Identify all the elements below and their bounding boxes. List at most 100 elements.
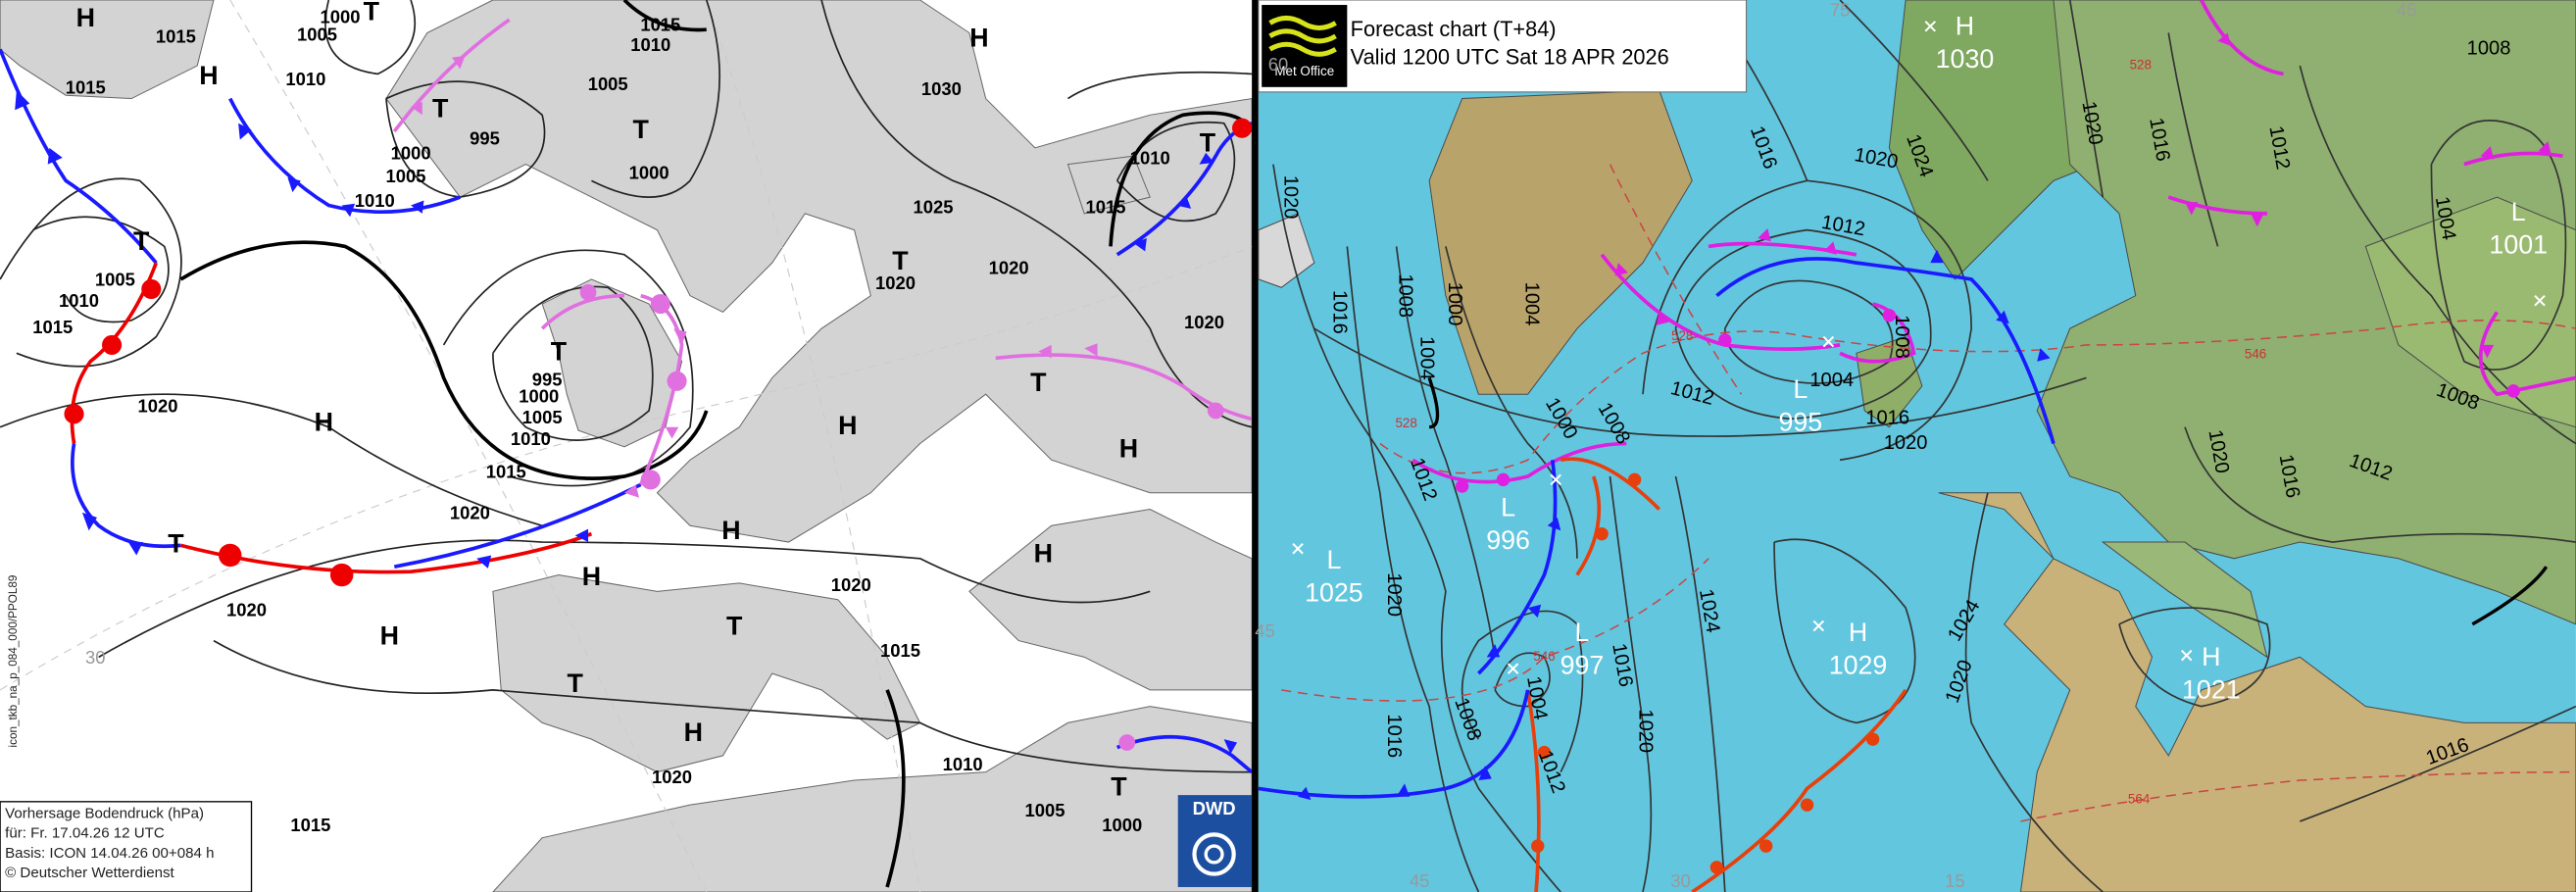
caption-line: © Deutscher Wetterdienst [5, 865, 174, 881]
isobar-label: 1010 [511, 428, 551, 449]
pressure-system: H [582, 562, 601, 591]
isobar-label: 1015 [640, 15, 680, 35]
chart-title: Forecast chart (T+84) [1351, 17, 1557, 41]
pressure-system: H [721, 516, 740, 545]
system-type: L [1575, 618, 1590, 647]
thickness-label: 546 [2245, 347, 2266, 362]
isobar-label: 1016 [1865, 408, 1909, 429]
latitude-label: 30 [1670, 870, 1691, 891]
pressure-system: H [1034, 539, 1053, 569]
isobar-label: 1015 [32, 317, 73, 337]
pressure-system: H [684, 718, 703, 747]
pressure-system: T [168, 528, 184, 558]
system-pressure: 995 [1779, 407, 1823, 436]
pressure-system: T [633, 115, 650, 144]
isobar-label: 1000 [1102, 815, 1142, 835]
isobar-label: 1005 [1024, 800, 1065, 820]
isobar-label: 995 [532, 370, 563, 390]
isobar-label: 1025 [914, 197, 954, 218]
thickness-label: 564 [2128, 792, 2151, 807]
isobar-label: 1020 [450, 502, 490, 522]
system-pressure: 1029 [1829, 650, 1888, 679]
isobar-label: 1008 [1891, 315, 1912, 359]
isobar-label: 1020 [1279, 175, 1301, 220]
system-type: L [1501, 493, 1515, 522]
isobar-label: 1020 [652, 767, 692, 787]
isobar-label: 1008 [1395, 273, 1416, 318]
isobar-label: 1020 [1383, 572, 1405, 617]
system-pressure: 996 [1486, 525, 1530, 555]
isobar-label: 1020 [226, 599, 267, 619]
isobar-label: 1004 [1521, 282, 1543, 326]
isobar-label: 1015 [66, 76, 106, 97]
pressure-system: H [1119, 433, 1138, 463]
system-pressure: 1021 [2182, 675, 2241, 705]
isobar-label: 1000 [629, 163, 669, 183]
isobar-label: 1008 [2467, 38, 2511, 60]
isobar-label: 1010 [285, 69, 325, 89]
pressure-system: T [567, 669, 583, 698]
isobar-label: 1015 [290, 815, 330, 835]
latitude-label: 45 [1255, 620, 1275, 641]
isobar-label: 1020 [831, 574, 871, 595]
pressure-system: T [551, 336, 568, 366]
pressure-system: T [432, 93, 449, 123]
isobar-label: 1020 [138, 395, 178, 416]
thickness-label: 546 [1533, 649, 1555, 664]
latitude-label: 15 [1945, 870, 1965, 891]
isobar-label: 1015 [1085, 197, 1125, 218]
latitude-label: 45 [2397, 0, 2417, 21]
pressure-system: T [892, 246, 909, 275]
isobar-label: 1010 [1130, 147, 1170, 168]
isobar-label: 1005 [386, 166, 426, 186]
caption-line: Basis: ICON 14.04.26 00+084 h [5, 845, 214, 862]
pressure-system: H [199, 61, 218, 90]
met-office-map [1252, 0, 2576, 892]
isobar-label: 1005 [297, 25, 337, 45]
isobar-label: 1005 [522, 407, 563, 427]
caption-line: Vorhersage Bodendruck (hPa) [5, 806, 204, 822]
isobar-label: 1020 [1184, 312, 1224, 332]
chart-valid-time: Valid 1200 UTC Sat 18 APR 2026 [1351, 44, 1669, 69]
isobar-label: 1005 [95, 269, 135, 289]
system-type: H [1849, 618, 1867, 647]
pressure-system: H [969, 23, 988, 52]
system-type: H [2202, 642, 2220, 671]
model-id: icon_tkb_na_p_084_000/PPOL89 [7, 575, 20, 748]
isobar-label: 1020 [1634, 709, 1656, 753]
latitude-label: 60 [1268, 54, 1289, 74]
isobar-label: 1020 [1884, 432, 1928, 454]
isobar-label: 1030 [921, 78, 962, 99]
pressure-system: T [1200, 128, 1216, 158]
isobar-label: 1015 [880, 640, 920, 661]
isobar-label: 1000 [1444, 282, 1465, 326]
thickness-label: 528 [1671, 328, 1693, 343]
isobar-label: 1020 [989, 258, 1029, 278]
isobar-label: 1005 [588, 74, 628, 94]
caption-line: für: Fr. 17.04.26 12 UTC [5, 825, 165, 842]
isobar-label: 1010 [943, 754, 983, 774]
isobar-label: 1010 [630, 34, 670, 55]
isobar-label: 1004 [1809, 370, 1854, 391]
isobar-label: 1010 [355, 190, 395, 211]
pressure-system: T [364, 0, 380, 25]
isobar-label: 1010 [59, 290, 99, 311]
isobar-label: 1004 [1415, 336, 1437, 380]
pressure-system: H [838, 411, 857, 440]
system-pressure: 1025 [1305, 578, 1363, 608]
latitude-label: 45 [1410, 870, 1430, 891]
dwd-map [0, 0, 1254, 892]
met-office-logo: Met Office [1274, 64, 1334, 78]
pressure-system: T [726, 611, 743, 640]
isobar-label: 1016 [1329, 290, 1351, 334]
isobar-label: 1015 [486, 462, 526, 482]
isobar-label: 1020 [875, 273, 916, 293]
system-pressure: 1030 [1936, 44, 1995, 74]
pressure-system: H [315, 407, 333, 436]
isobar-label: 1000 [391, 142, 431, 163]
pressure-system: T [133, 226, 150, 256]
isobar-label: 1015 [156, 25, 196, 46]
system-pressure: 1001 [2489, 229, 2548, 259]
